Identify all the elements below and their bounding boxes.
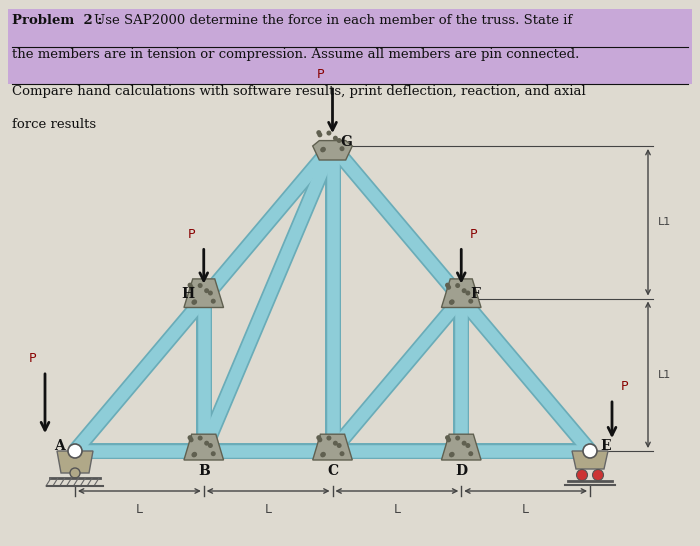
- Circle shape: [188, 283, 193, 288]
- Circle shape: [583, 444, 597, 458]
- Circle shape: [188, 285, 194, 290]
- Text: Use SAP2000 determine the force in each member of the truss. State if: Use SAP2000 determine the force in each …: [94, 14, 573, 27]
- Text: B: B: [198, 464, 209, 478]
- Circle shape: [446, 437, 451, 442]
- Polygon shape: [57, 451, 93, 473]
- Circle shape: [333, 136, 338, 141]
- Circle shape: [191, 453, 197, 458]
- Text: L: L: [136, 503, 143, 516]
- Text: L: L: [265, 503, 272, 516]
- Circle shape: [326, 436, 331, 441]
- Text: L: L: [522, 503, 529, 516]
- Text: D: D: [455, 464, 468, 478]
- Text: P: P: [620, 381, 628, 394]
- Circle shape: [461, 441, 467, 446]
- Text: H: H: [181, 288, 195, 301]
- Circle shape: [316, 130, 321, 135]
- Circle shape: [204, 441, 209, 446]
- Circle shape: [449, 300, 454, 305]
- Text: Compare hand calculations with software results, print deflection, reaction, and: Compare hand calculations with software …: [12, 85, 586, 98]
- Text: P: P: [470, 228, 477, 241]
- Circle shape: [468, 299, 473, 304]
- Circle shape: [449, 452, 455, 457]
- Text: C: C: [327, 464, 338, 478]
- Circle shape: [208, 290, 213, 295]
- Circle shape: [468, 451, 473, 456]
- FancyBboxPatch shape: [8, 9, 692, 47]
- Polygon shape: [313, 434, 352, 460]
- Circle shape: [466, 290, 470, 295]
- Text: A: A: [54, 439, 64, 453]
- Circle shape: [321, 147, 326, 152]
- Text: Problem  2 :: Problem 2 :: [12, 14, 102, 27]
- Text: L1: L1: [658, 217, 671, 227]
- Circle shape: [191, 300, 197, 305]
- FancyBboxPatch shape: [8, 47, 692, 84]
- Circle shape: [188, 435, 193, 440]
- Text: P: P: [316, 68, 324, 80]
- Circle shape: [317, 132, 323, 138]
- Text: P: P: [29, 353, 36, 365]
- Text: F: F: [470, 288, 480, 301]
- Text: L1: L1: [658, 370, 671, 380]
- Circle shape: [449, 453, 454, 458]
- Circle shape: [455, 436, 460, 441]
- Circle shape: [317, 437, 323, 442]
- Circle shape: [445, 283, 450, 288]
- Polygon shape: [184, 279, 223, 307]
- Circle shape: [326, 130, 331, 135]
- Circle shape: [461, 288, 467, 293]
- Circle shape: [449, 299, 455, 304]
- Circle shape: [197, 283, 203, 288]
- Text: E: E: [601, 439, 611, 453]
- Circle shape: [446, 285, 451, 290]
- Circle shape: [70, 468, 80, 478]
- Circle shape: [320, 453, 326, 458]
- Circle shape: [204, 288, 209, 293]
- Polygon shape: [184, 434, 223, 460]
- Polygon shape: [313, 141, 352, 160]
- Circle shape: [193, 299, 197, 304]
- Circle shape: [340, 451, 344, 456]
- Circle shape: [211, 299, 216, 304]
- Text: G: G: [341, 135, 352, 149]
- Circle shape: [188, 437, 194, 442]
- Circle shape: [445, 435, 450, 440]
- Circle shape: [577, 470, 587, 480]
- Text: P: P: [188, 228, 195, 241]
- Circle shape: [211, 451, 216, 456]
- Text: force results: force results: [12, 118, 96, 131]
- Polygon shape: [442, 279, 481, 307]
- Circle shape: [333, 441, 338, 446]
- Circle shape: [466, 443, 470, 448]
- Circle shape: [320, 147, 326, 152]
- Circle shape: [455, 283, 460, 288]
- Circle shape: [592, 470, 603, 480]
- Circle shape: [337, 443, 342, 448]
- Circle shape: [337, 138, 342, 143]
- Circle shape: [208, 443, 213, 448]
- Circle shape: [340, 146, 344, 151]
- Polygon shape: [442, 434, 481, 460]
- Circle shape: [321, 452, 326, 457]
- Circle shape: [197, 436, 203, 441]
- Polygon shape: [572, 451, 608, 469]
- Text: the members are in tension or compression. Assume all members are pin connected.: the members are in tension or compressio…: [12, 48, 580, 61]
- Circle shape: [316, 435, 321, 440]
- Text: L: L: [393, 503, 400, 516]
- Circle shape: [68, 444, 82, 458]
- Circle shape: [193, 452, 197, 457]
